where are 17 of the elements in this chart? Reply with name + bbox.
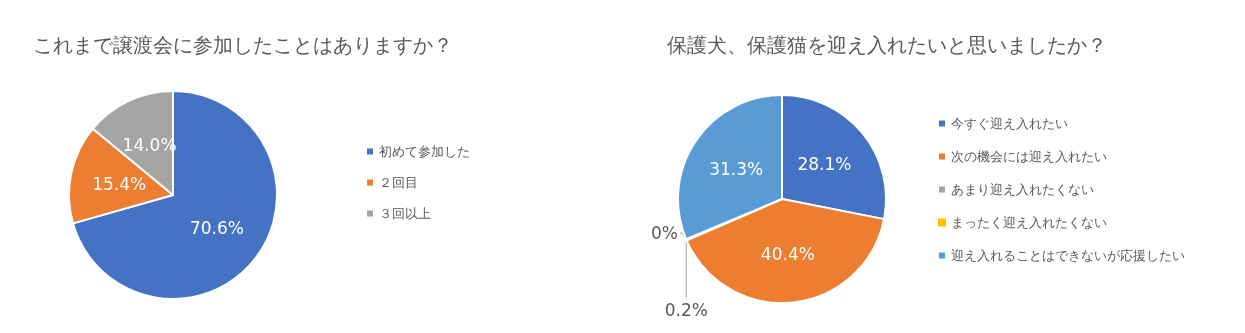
data-label: 70.6%: [189, 218, 244, 239]
data-label: 31.3%: [709, 158, 764, 179]
legend-label: ３回以上: [379, 206, 431, 221]
legend-label: あまり迎え入れたくない: [951, 182, 1094, 197]
legend-label: 迎え入れることはできないが応援したい: [951, 248, 1185, 263]
legend-label: 次の機会には迎え入れたい: [951, 149, 1107, 164]
legend-label: ２回目: [379, 175, 418, 190]
data-label: 28.1%: [797, 154, 852, 175]
legend-label: 初めて参加した: [379, 144, 470, 159]
chart-title: これまで譲渡会に参加したことはありますか？: [33, 33, 453, 57]
legend-label: まったく迎え入れたくない: [951, 215, 1107, 230]
text: 0%: [651, 223, 679, 244]
chart-title: 保護犬、保護猫を迎え入れたいと思いましたか？: [667, 33, 1107, 57]
data-label: 40.4%: [760, 243, 815, 264]
data-label: 15.4%: [92, 173, 147, 194]
legend-label: 今すぐ迎え入れたい: [951, 116, 1068, 131]
data-label: 0.2%: [664, 300, 708, 321]
